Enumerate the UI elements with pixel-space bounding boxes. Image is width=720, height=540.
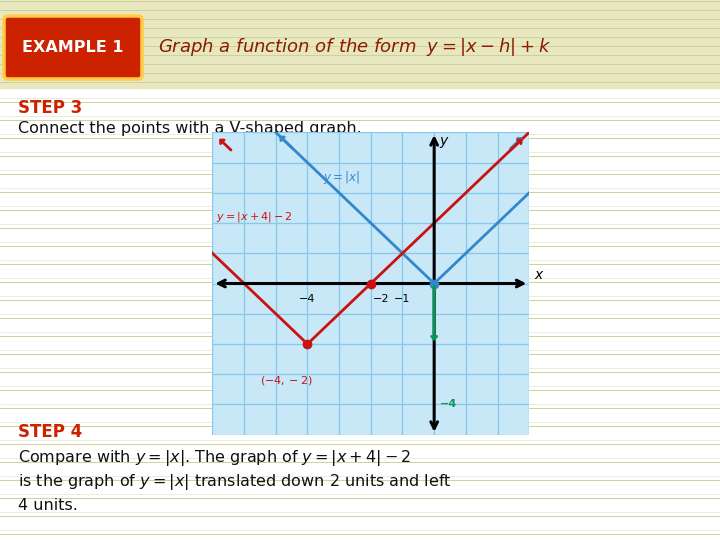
Bar [0,0,720,88]
Text: y: y [439,134,447,148]
Text: Compare with $y = | x |$. The graph of $y = | x + 4 | - 2$: Compare with $y = | x |$. The graph of $… [18,448,411,468]
Text: 4 units.: 4 units. [18,498,78,514]
Text: Graph a function of the form  $y = |x - h| + k$: Graph a function of the form $y = |x - h… [158,36,551,58]
Text: x: x [534,268,542,282]
Text: Connect the points with a V-shaped graph.: Connect the points with a V-shaped graph… [18,120,361,136]
Text: STEP 4: STEP 4 [18,423,82,441]
Bar [0,88,720,540]
Text: EXAMPLE 1: EXAMPLE 1 [22,39,124,55]
Text: −4: −4 [440,400,457,409]
Text: −2: −2 [374,294,390,304]
Text: $y = |x|$: $y = |x|$ [323,169,361,186]
FancyBboxPatch shape [4,16,142,79]
Text: STEP 3: STEP 3 [18,99,82,117]
Text: −4: −4 [300,294,315,304]
Text: $(-4, -2)$: $(-4, -2)$ [260,374,312,387]
Text: −1: −1 [395,294,410,304]
Text: $y = |x + 4| - 2$: $y = |x + 4| - 2$ [215,210,292,224]
Text: is the graph of $y = | x |$ translated down 2 units and left: is the graph of $y = | x |$ translated d… [18,472,451,492]
